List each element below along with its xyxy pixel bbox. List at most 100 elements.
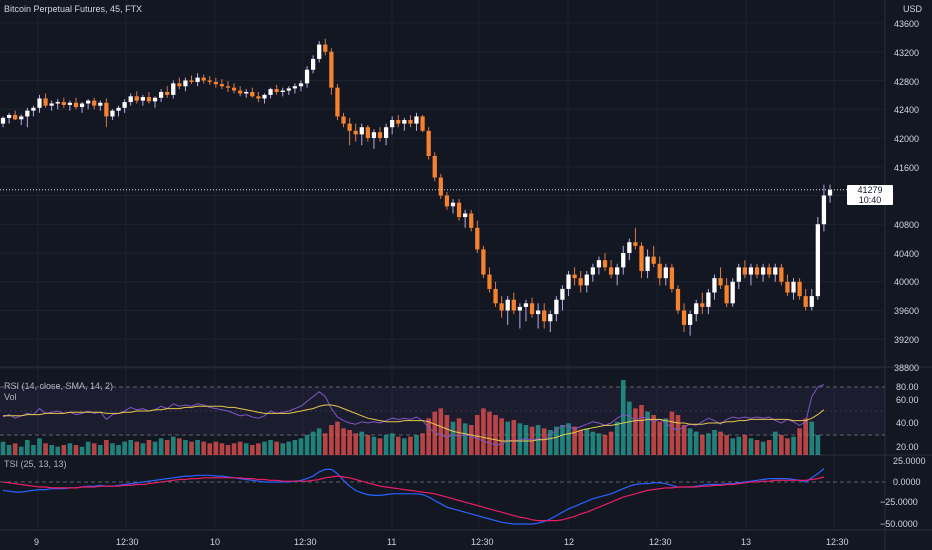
volume-bar bbox=[91, 443, 97, 455]
volume-bar bbox=[511, 420, 517, 455]
volume-bar bbox=[414, 435, 419, 455]
candle-body bbox=[560, 288, 565, 300]
volume-bar bbox=[79, 446, 85, 455]
candle-body bbox=[310, 58, 316, 70]
tsi-tick: 0.0000 bbox=[893, 477, 921, 487]
candle-body bbox=[633, 242, 638, 246]
volume-bar bbox=[547, 430, 553, 455]
candle-body bbox=[298, 83, 304, 87]
candle-body bbox=[505, 299, 510, 311]
volume-bar bbox=[152, 441, 158, 455]
volume-bar bbox=[651, 415, 656, 455]
symbol-title: Bitcoin Perpetual Futures, 45, FTX bbox=[4, 4, 143, 14]
candle-body bbox=[31, 107, 36, 111]
candle-body bbox=[523, 303, 529, 307]
candle-body bbox=[803, 296, 808, 307]
volume-bar bbox=[237, 441, 243, 455]
candle-body bbox=[43, 98, 48, 106]
price-tick: 43600 bbox=[894, 19, 920, 29]
candle-body bbox=[250, 92, 255, 97]
volume-bar bbox=[760, 441, 766, 455]
volume-bar bbox=[554, 426, 559, 455]
candle-body bbox=[450, 202, 456, 207]
candle-body bbox=[6, 115, 12, 118]
volume-bar bbox=[274, 441, 279, 455]
volume-bar bbox=[487, 411, 492, 455]
candle-body bbox=[207, 80, 212, 82]
volume-bar bbox=[55, 446, 61, 455]
candle-body bbox=[444, 195, 450, 207]
candle-body bbox=[596, 260, 602, 268]
candle-body bbox=[615, 267, 620, 275]
rsi-series bbox=[2, 384, 825, 446]
candle-body bbox=[712, 278, 717, 293]
candle-body bbox=[25, 110, 30, 117]
candle-body bbox=[146, 97, 152, 102]
rsi-title: RSI (14, close, SMA, 14, 2) bbox=[4, 381, 114, 391]
currency-label: USD bbox=[903, 4, 923, 14]
volume-bar bbox=[347, 430, 352, 455]
price-tick: 42400 bbox=[894, 105, 920, 115]
candle-body bbox=[104, 102, 109, 117]
volume-bar bbox=[201, 441, 206, 455]
volume-bar bbox=[359, 431, 365, 455]
candle-body bbox=[773, 267, 778, 275]
volume-bar bbox=[256, 443, 261, 455]
candle-body bbox=[171, 83, 176, 95]
tsi-tick: 25.0000 bbox=[893, 456, 926, 466]
price-tick: 40400 bbox=[894, 249, 920, 259]
candle-body bbox=[542, 310, 547, 322]
candle-body bbox=[19, 116, 24, 120]
volume-bar bbox=[408, 436, 413, 455]
price-tick: 39600 bbox=[894, 306, 920, 316]
candle-body bbox=[590, 267, 595, 275]
volume-bar bbox=[450, 421, 456, 455]
volume-bar bbox=[663, 418, 669, 455]
volume-bar bbox=[189, 441, 194, 455]
candle-body bbox=[86, 100, 91, 104]
volume-bar bbox=[231, 443, 237, 455]
candle-body bbox=[79, 103, 85, 108]
candle-body bbox=[189, 80, 194, 82]
volume-bar bbox=[566, 423, 571, 455]
candle-body bbox=[487, 274, 492, 289]
time-label: 12:30 bbox=[649, 537, 672, 547]
rsi-line bbox=[2, 384, 825, 446]
price-tick: 40800 bbox=[894, 220, 920, 230]
volume-bar bbox=[438, 408, 444, 455]
candle-body bbox=[13, 115, 18, 120]
candlestick-series bbox=[0, 38, 833, 336]
volume-bar bbox=[18, 446, 24, 455]
rsi-tick: 60.00 bbox=[896, 395, 919, 405]
volume-bar bbox=[170, 436, 176, 455]
candle-body bbox=[730, 281, 735, 304]
candle-body bbox=[402, 120, 407, 124]
volume-bar bbox=[748, 438, 754, 455]
candle-body bbox=[645, 256, 650, 271]
candle-body bbox=[280, 90, 285, 92]
volume-bar bbox=[590, 431, 596, 455]
candle-body bbox=[815, 224, 820, 297]
candle-body bbox=[700, 303, 705, 307]
candle-body bbox=[785, 281, 790, 293]
volume-bar bbox=[389, 433, 395, 455]
volume-bar bbox=[481, 408, 486, 455]
candle-body bbox=[37, 98, 42, 108]
volume-bar bbox=[134, 441, 140, 455]
volume-bar bbox=[420, 433, 425, 455]
volume-bar bbox=[250, 445, 255, 455]
candle-body bbox=[177, 83, 182, 87]
volume-bar bbox=[706, 433, 711, 455]
candle-body bbox=[669, 267, 675, 289]
candle-body bbox=[827, 189, 833, 196]
volume-bar bbox=[432, 411, 438, 455]
volume-bar bbox=[195, 440, 200, 455]
volume-bar bbox=[505, 421, 511, 455]
volume-bar bbox=[596, 433, 602, 455]
candle-body bbox=[396, 120, 401, 124]
time-label: 12:30 bbox=[471, 537, 494, 547]
candle-body bbox=[341, 116, 346, 124]
candle-body bbox=[231, 87, 237, 91]
candle-body bbox=[438, 177, 443, 196]
